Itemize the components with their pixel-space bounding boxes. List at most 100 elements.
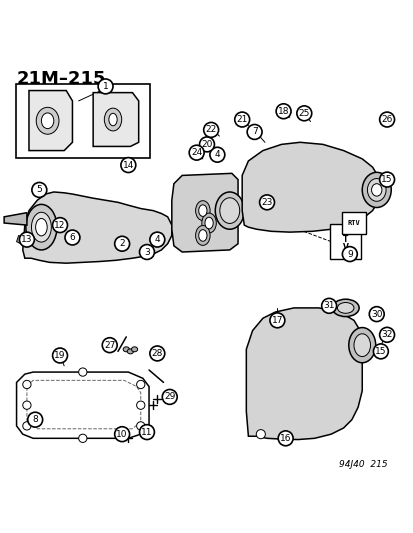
Circle shape [321, 298, 336, 313]
Circle shape [256, 430, 265, 439]
Text: 1: 1 [102, 82, 108, 91]
Polygon shape [242, 142, 378, 232]
Ellipse shape [104, 108, 121, 131]
Text: 26: 26 [380, 115, 392, 124]
Circle shape [114, 236, 129, 251]
Circle shape [139, 245, 154, 260]
Ellipse shape [123, 347, 129, 352]
Circle shape [136, 381, 145, 389]
Circle shape [32, 182, 47, 197]
Circle shape [78, 434, 87, 442]
Text: 15: 15 [380, 175, 392, 184]
Circle shape [203, 123, 218, 138]
Circle shape [189, 145, 204, 160]
Text: 13: 13 [21, 235, 33, 244]
Circle shape [23, 381, 31, 389]
Circle shape [136, 422, 145, 430]
Circle shape [150, 232, 164, 247]
Text: 24: 24 [190, 148, 202, 157]
Circle shape [296, 106, 311, 121]
Text: 17: 17 [271, 316, 282, 325]
Circle shape [19, 232, 34, 247]
Circle shape [23, 422, 31, 430]
Polygon shape [246, 308, 361, 440]
Ellipse shape [195, 225, 209, 245]
Ellipse shape [41, 113, 54, 128]
Text: 6: 6 [69, 233, 75, 242]
Text: 4: 4 [154, 235, 160, 244]
Circle shape [23, 401, 31, 409]
Ellipse shape [131, 347, 137, 352]
Ellipse shape [348, 328, 375, 363]
Text: 7: 7 [251, 127, 257, 136]
Circle shape [379, 327, 394, 342]
Circle shape [278, 434, 287, 443]
Text: 5: 5 [36, 185, 42, 195]
Ellipse shape [109, 114, 117, 126]
Text: 31: 31 [323, 301, 334, 310]
Circle shape [28, 412, 43, 427]
Circle shape [379, 172, 394, 187]
Circle shape [379, 112, 394, 127]
Text: 2: 2 [119, 239, 125, 248]
Polygon shape [17, 236, 23, 244]
Ellipse shape [204, 217, 213, 229]
Ellipse shape [367, 179, 385, 201]
Ellipse shape [337, 303, 353, 313]
Circle shape [278, 431, 292, 446]
Text: RTV: RTV [347, 220, 359, 226]
Text: 16: 16 [279, 434, 291, 443]
Circle shape [247, 125, 261, 140]
Ellipse shape [371, 184, 381, 196]
Circle shape [114, 427, 129, 442]
Text: 12: 12 [54, 221, 66, 230]
Text: 28: 28 [151, 349, 163, 358]
Text: 9: 9 [346, 249, 352, 259]
Text: 20: 20 [201, 140, 212, 149]
Circle shape [199, 137, 214, 152]
Text: 22: 22 [205, 125, 216, 134]
Ellipse shape [195, 200, 209, 221]
Circle shape [269, 313, 284, 328]
Polygon shape [29, 91, 72, 151]
Text: 27: 27 [104, 341, 115, 350]
Circle shape [98, 79, 113, 94]
Circle shape [121, 158, 135, 173]
Text: 30: 30 [370, 310, 382, 319]
Text: V: V [342, 244, 348, 252]
Circle shape [136, 401, 145, 409]
Text: 21: 21 [236, 115, 247, 124]
Circle shape [162, 390, 177, 405]
FancyBboxPatch shape [329, 224, 361, 260]
Text: 32: 32 [380, 330, 392, 340]
Ellipse shape [127, 349, 133, 354]
Text: 11: 11 [141, 427, 152, 437]
Text: 94J40  215: 94J40 215 [339, 459, 387, 469]
Ellipse shape [215, 192, 244, 229]
Ellipse shape [202, 213, 216, 233]
Text: R: R [342, 227, 348, 236]
Ellipse shape [36, 219, 47, 236]
Circle shape [150, 346, 164, 361]
Text: 3: 3 [144, 247, 150, 256]
Circle shape [139, 425, 154, 440]
Text: 23: 23 [261, 198, 272, 207]
Circle shape [342, 247, 356, 262]
Text: 25: 25 [298, 109, 309, 118]
Ellipse shape [198, 205, 206, 216]
Circle shape [259, 195, 274, 210]
Circle shape [373, 344, 387, 359]
Circle shape [102, 338, 117, 353]
Circle shape [65, 230, 80, 245]
Text: 14: 14 [122, 160, 134, 169]
Circle shape [52, 217, 67, 232]
FancyBboxPatch shape [341, 212, 366, 234]
Ellipse shape [219, 198, 239, 223]
Text: 4: 4 [214, 150, 220, 159]
Ellipse shape [331, 299, 358, 317]
Circle shape [275, 104, 290, 119]
Text: 29: 29 [164, 392, 175, 401]
Polygon shape [23, 192, 171, 263]
Polygon shape [17, 372, 149, 438]
Text: T: T [342, 235, 347, 244]
